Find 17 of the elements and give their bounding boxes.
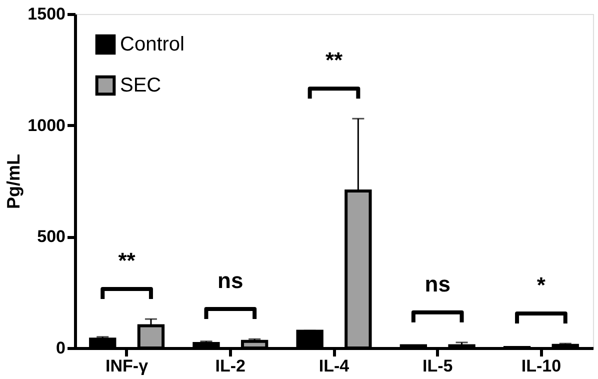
annotation: ** — [325, 48, 343, 73]
x-tick-label: IL-5 — [422, 356, 453, 376]
annotation: ** — [118, 248, 136, 273]
annotation: * — [536, 272, 546, 298]
y-tick-label: 1500 — [28, 4, 66, 24]
x-tick-label: IL-2 — [215, 356, 246, 376]
y-tick-label: 500 — [37, 227, 66, 246]
legend-label: Control — [120, 34, 184, 56]
y-axis-title: Pg/mL — [4, 154, 24, 210]
annotation: ns — [218, 268, 244, 294]
x-tick-label: IL-10 — [521, 356, 562, 376]
y-tick-label: 0 — [56, 338, 66, 358]
annotation: ns — [424, 271, 450, 296]
x-tick-label: IL-4 — [318, 356, 350, 376]
x-tick-label: INF-γ — [106, 356, 149, 376]
legend-label: SEC — [120, 74, 162, 96]
y-tick-label: 1000 — [28, 116, 66, 135]
